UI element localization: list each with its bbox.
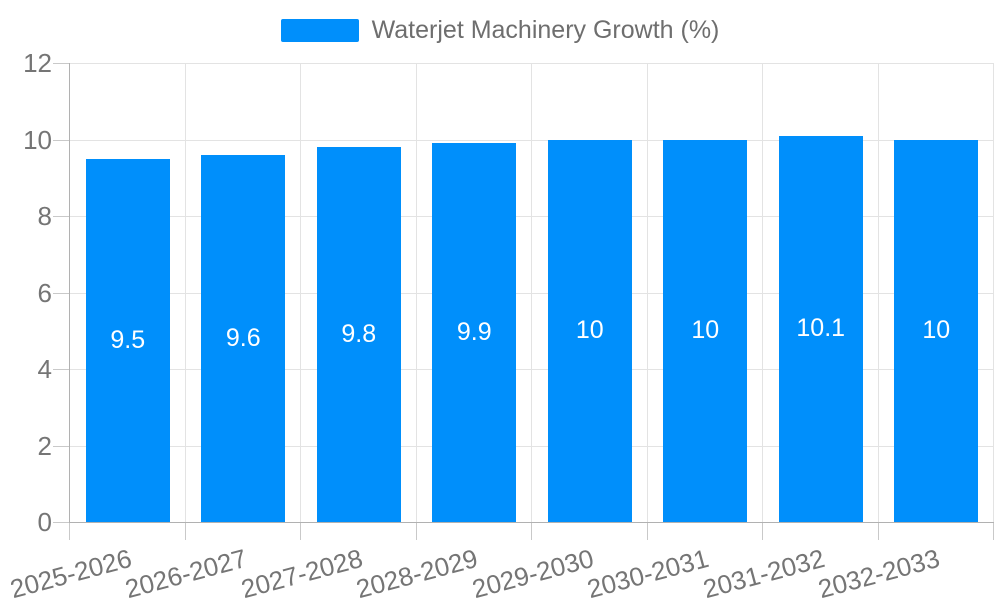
x-axis-tick: [531, 523, 532, 540]
x-axis-tick: [415, 523, 417, 540]
bar-2032-2033[interactable]: 10: [894, 139, 979, 522]
x-axis-label: 2031-2032: [699, 543, 828, 604]
bar-2028-2029[interactable]: 9.9: [432, 143, 517, 522]
gridline-vertical: [184, 63, 186, 522]
y-axis-label: 12: [23, 48, 52, 78]
gridline-horizontal: [70, 369, 994, 370]
gridline-vertical: [762, 63, 763, 522]
x-axis-tick: [646, 523, 648, 540]
bar-2031-2032[interactable]: 10.1: [778, 135, 863, 522]
x-axis-label: 2027-2028: [237, 543, 366, 604]
gridline-vertical: [877, 63, 879, 522]
gridline-vertical: [531, 63, 532, 522]
y-axis-label: 6: [37, 277, 52, 308]
y-axis-tick: [53, 139, 69, 141]
x-axis-label: 2026-2027: [122, 543, 251, 604]
bar-value-label: 10: [575, 316, 604, 345]
bar-value-label: 10: [691, 316, 720, 345]
x-axis-tick: [993, 523, 994, 540]
y-axis-tick: [53, 445, 69, 447]
gridline-vertical: [415, 63, 417, 522]
gridline-horizontal: [70, 139, 994, 141]
x-axis-label: 2032-2033: [815, 543, 944, 604]
gridline-horizontal: [70, 63, 994, 64]
y-axis-label: 8: [37, 201, 52, 231]
y-axis-tick: [53, 292, 69, 294]
y-axis-label: 10: [23, 124, 52, 155]
bar-value-label: 10: [922, 316, 951, 345]
gridline-vertical: [300, 63, 301, 522]
x-axis-tick: [877, 523, 879, 540]
legend-label: Waterjet Machinery Growth (%): [371, 16, 720, 44]
bar-2025-2026[interactable]: 9.5: [85, 158, 170, 522]
x-axis-tick: [184, 523, 186, 540]
x-axis-tick: [762, 523, 763, 540]
bar-value-label: 9.6: [225, 323, 261, 352]
x-axis-label: 2025-2026: [6, 543, 135, 604]
y-axis-tick: [53, 63, 69, 64]
y-axis-label: 0: [37, 507, 52, 537]
legend-marker-swatch: [280, 19, 359, 42]
plot-area: 9.5 9.6 9.8 9.9 10 10 10.1 10: [69, 63, 994, 523]
bar-2030-2031[interactable]: 10: [663, 139, 748, 522]
y-axis-tick: [53, 216, 69, 217]
gridline-vertical: [646, 63, 648, 522]
bar-value-label: 10.1: [796, 314, 846, 343]
gridline-horizontal: [70, 292, 994, 294]
gridline-vertical: [993, 63, 994, 522]
y-axis-label: 4: [37, 354, 52, 384]
gridline-horizontal: [70, 445, 994, 447]
bar-2026-2027[interactable]: 9.6: [201, 154, 286, 522]
y-axis-tick: [53, 369, 69, 370]
x-axis-tick: [69, 523, 70, 540]
bar-2029-2030[interactable]: 10: [547, 139, 632, 522]
x-axis-label: 2030-2031: [584, 543, 713, 604]
bar-value-label: 9.8: [341, 320, 377, 349]
gridline-horizontal: [70, 216, 994, 217]
x-axis-label: 2028-2029: [353, 543, 482, 604]
y-axis-tick: [53, 522, 69, 523]
bar-value-label: 9.9: [456, 318, 492, 347]
bar-value-label: 9.5: [110, 325, 146, 354]
x-axis-tick: [300, 523, 301, 540]
legend-item[interactable]: Waterjet Machinery Growth (%): [0, 16, 1000, 45]
y-axis-label: 2: [37, 430, 52, 461]
bar-2027-2028[interactable]: 9.8: [316, 147, 401, 522]
x-axis-label: 2029-2030: [468, 543, 597, 604]
